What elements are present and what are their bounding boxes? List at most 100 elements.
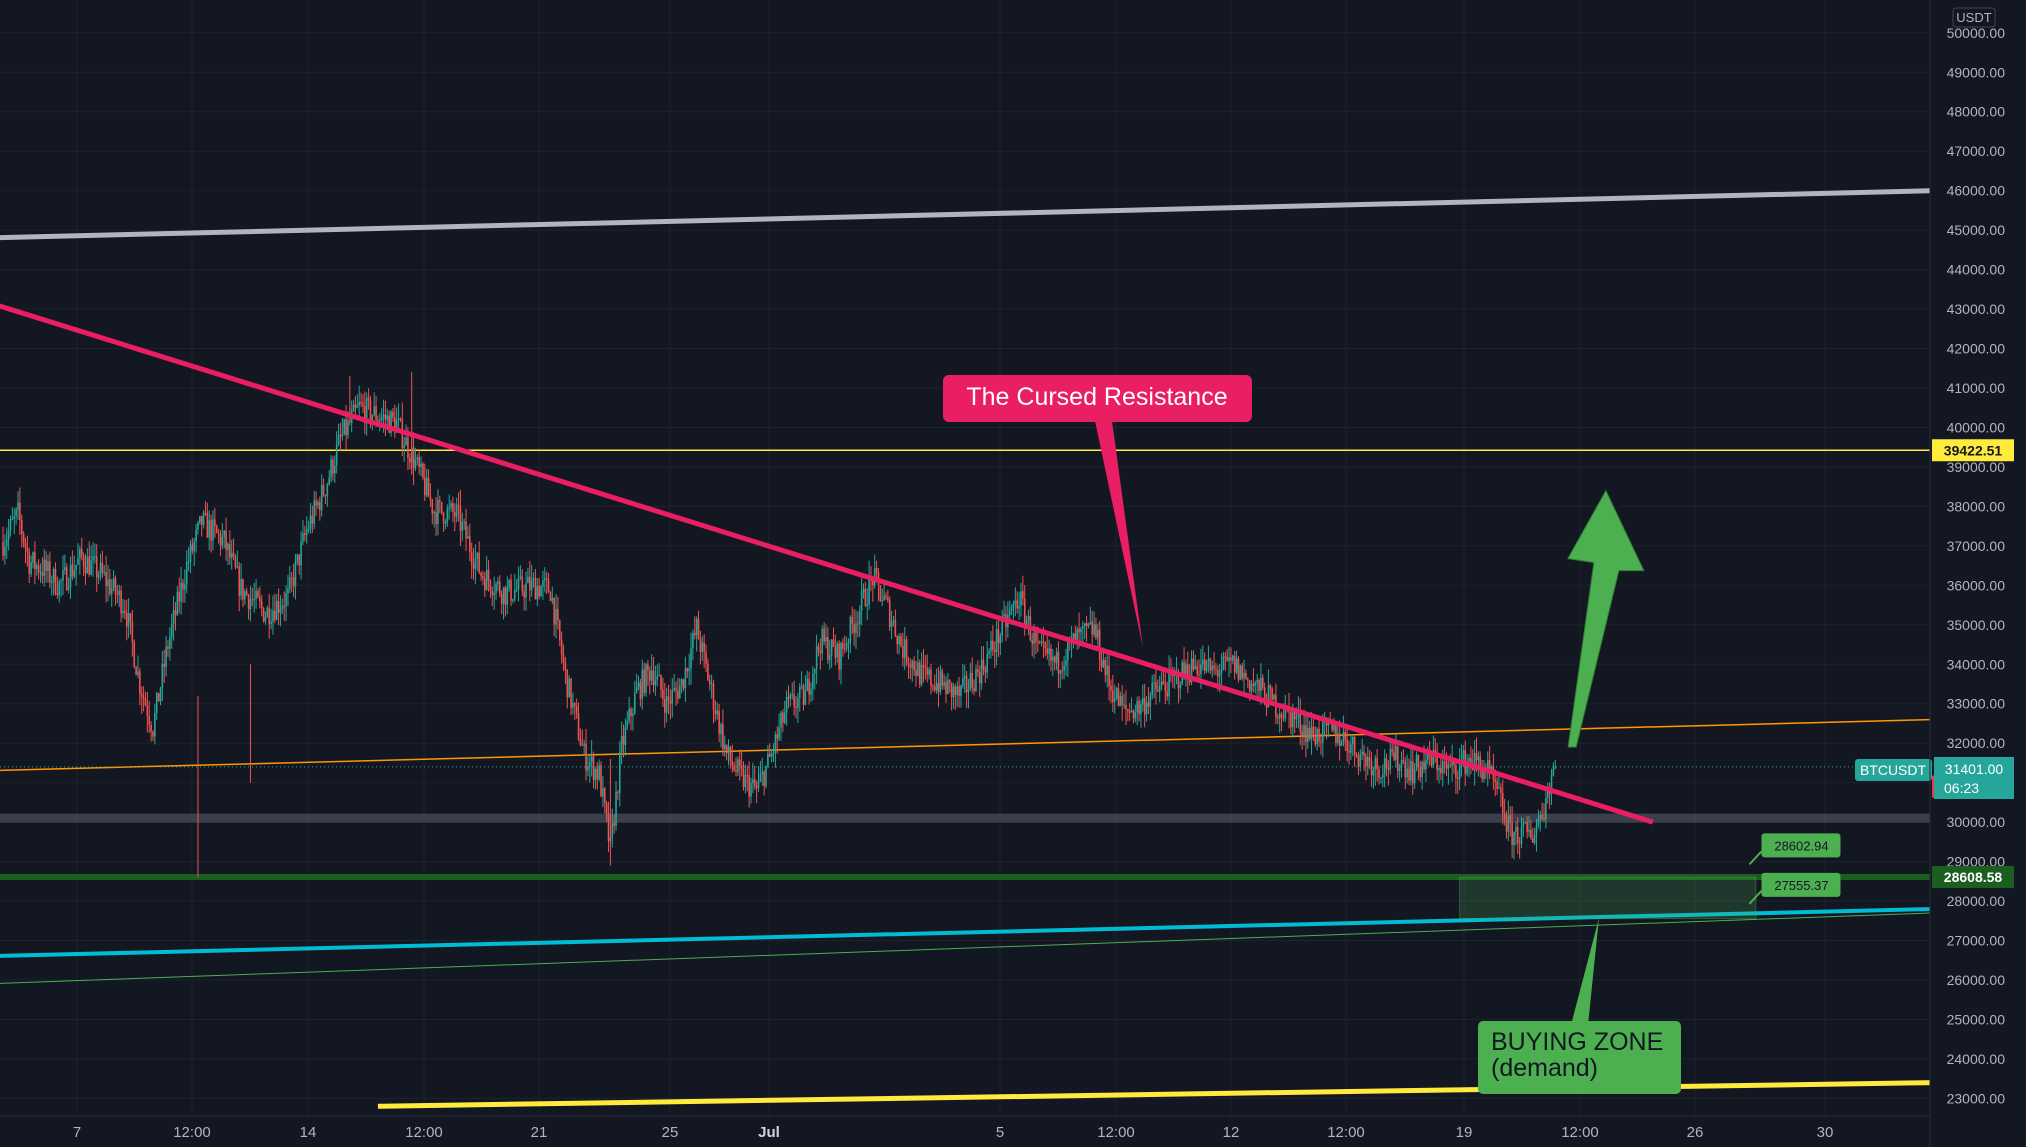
candle-body [2,541,4,556]
candle-body [470,551,473,564]
candle-body [1164,684,1167,692]
candle-body [232,552,235,557]
candle-body [1093,624,1095,635]
candle-body [1383,758,1386,775]
candle-body [1083,623,1086,626]
candle-body [583,743,585,746]
candle-body [594,768,597,780]
price-label-bg [1932,439,2014,462]
candle-body [765,765,767,787]
candle-body [558,620,561,641]
candle-body [135,667,137,676]
candle-body [1490,766,1493,770]
candle-body [1134,712,1137,719]
candle-body [1050,648,1052,661]
candle-body [902,645,904,658]
candle-body [540,586,542,597]
candle-body [536,586,539,600]
candle-body [1008,610,1011,616]
candle-body [379,420,381,422]
candle-body [1145,702,1148,715]
price-tick-label: 34000.00 [1947,656,2006,672]
candle-body [830,639,833,656]
candle-body [1462,750,1465,759]
candle-body [266,607,269,617]
candle-body [920,664,923,685]
candle-body [498,581,501,594]
candle-body [380,417,383,421]
candle-body [1003,613,1005,616]
annotation-arrows[interactable] [1567,489,1645,748]
candle-body [969,672,972,690]
candle-body [482,575,484,579]
candle-body [735,770,737,772]
callout-pointer [1095,421,1143,648]
candle-body [1500,787,1502,793]
candle-body [887,597,889,601]
candle-body [523,591,525,598]
candle-body [320,484,323,511]
candle-body [1059,670,1062,674]
candle-body [1153,682,1155,684]
candle-body [579,739,582,746]
candle-body [221,536,224,546]
candle-body [369,399,372,421]
candle-body [898,636,900,645]
candle-body [1516,826,1519,844]
candle-body [836,643,839,658]
candle-body [1321,720,1324,743]
callout-pointer [1571,918,1599,1025]
candle-body [842,643,844,649]
candle-body [851,617,854,625]
candle-body [152,731,154,737]
buying-zone-callout[interactable]: BUYING ZONE (demand) [1478,918,1681,1094]
candle-body [431,499,434,514]
candle-body [73,570,76,577]
candle-body [313,500,316,524]
candle-body [1226,656,1228,661]
candle-body [1260,677,1262,691]
candle-body [62,570,64,581]
candle-body [253,598,256,600]
candle-body [1035,632,1037,642]
candle-body [427,477,430,497]
candle-body [678,685,681,699]
candle-body [1200,664,1202,675]
candle-body [1276,717,1279,719]
candle-body [663,698,666,713]
candle-body [808,678,810,695]
time-tick-label: 21 [531,1124,548,1141]
candle-body [65,567,68,590]
candle-body [879,585,882,601]
candle-body [913,660,915,671]
candle-body [109,579,111,594]
candle-body [1241,665,1243,679]
candle-body [1350,744,1352,753]
price-axis[interactable]: 50000.00 49000.00 48000.00 47000.00 46000.00… [1855,0,2026,1118]
candle-body [883,595,885,601]
candle-body [245,591,248,596]
candle-body [1100,660,1103,667]
candle-body [116,594,119,596]
candle-body [975,669,977,692]
candle-body [1306,727,1309,742]
time-axis[interactable]: 7 12:00 14 12:00 21 25 Jul 5 12:00 12 12:00 19 12:00… [0,0,1931,1147]
candle-body [566,669,569,698]
candle-body [939,670,942,693]
candle-body [960,685,962,696]
candle-body [180,582,182,602]
candle-body [9,519,12,531]
trend-lines[interactable] [0,301,1654,825]
candle-body [603,788,606,804]
candle-body [405,437,407,446]
candle-body [660,675,662,690]
candle-body [810,688,812,695]
symbol-tag-text: BTCUSDT [1860,762,1927,778]
time-tick-label: 12:00 [173,1124,211,1141]
buying-zone-box[interactable] [1459,876,1757,920]
cursed-resistance-callout[interactable]: The Cursed Resistance [943,375,1252,648]
candle-body [262,608,265,622]
time-tick-label: 12:00 [1327,1124,1365,1141]
candle-body [298,554,301,566]
